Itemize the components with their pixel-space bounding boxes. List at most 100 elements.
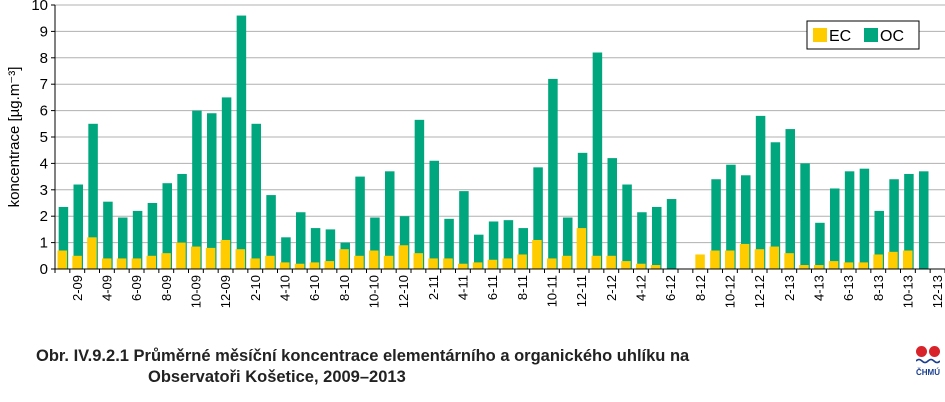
bar-oc — [815, 222, 825, 269]
bar-oc — [904, 173, 914, 269]
bar-oc — [266, 195, 276, 269]
x-axis-ticks: 2-09 4-09 6-09 8-09 10-09 12-09 2-10 4-10 6-10 8-… — [54, 269, 945, 308]
bar-oc — [103, 201, 113, 269]
y-tick-label: 1 — [40, 235, 48, 252]
bar-ec — [354, 255, 364, 269]
bar-oc — [874, 210, 884, 269]
x-tick-label: 2-10 — [248, 275, 263, 301]
bar-oc — [844, 171, 855, 269]
bar-ec — [87, 237, 97, 269]
figure-caption: Obr. IV.9.2.1 Průměrné měsíční koncentra… — [36, 346, 689, 388]
bar-ec — [487, 259, 498, 269]
bar-ec — [517, 254, 527, 269]
bar-oc — [296, 212, 306, 269]
bar-ec — [532, 239, 542, 269]
bar-oc — [919, 171, 929, 269]
bar-ec — [161, 253, 171, 269]
bar-oc — [355, 176, 365, 269]
x-tick-label: 12-10 — [396, 275, 411, 308]
x-tick-label: 4-09 — [99, 275, 114, 301]
legend-oc-swatch — [864, 28, 878, 42]
bar-oc — [73, 184, 83, 269]
bar-ec — [265, 255, 275, 269]
y-tick-label: 9 — [40, 23, 48, 40]
bar-oc — [711, 179, 721, 269]
bar-oc — [251, 123, 261, 269]
bar-oc — [503, 220, 514, 269]
y-tick-label: 10 — [31, 0, 48, 14]
bar-oc — [370, 217, 380, 269]
x-tick-label: 6-13 — [841, 275, 856, 301]
bar-ec — [280, 262, 290, 269]
y-tick-label: 5 — [40, 129, 48, 146]
bar-oc — [118, 217, 128, 269]
x-tick-label: 12-12 — [752, 275, 767, 308]
bar-ec — [695, 254, 705, 269]
x-tick-label: 4-10 — [277, 275, 292, 301]
bar-oc — [607, 158, 617, 269]
x-tick-label: 4-11 — [455, 275, 470, 300]
bar-ec — [873, 254, 883, 269]
bar-ec — [888, 251, 898, 269]
bar-ec — [725, 250, 735, 269]
bar-oc — [592, 52, 603, 269]
x-tick-label: 2-12 — [604, 275, 619, 301]
bar-ec — [324, 261, 334, 269]
bar-ec — [428, 258, 438, 269]
bar-ec — [636, 263, 646, 269]
bar-oc — [889, 179, 899, 269]
legend: EC OC — [806, 20, 920, 50]
bar-oc — [533, 167, 543, 269]
x-tick-label: 4-13 — [811, 275, 826, 301]
bar-oc — [637, 212, 647, 269]
bar-ec — [843, 262, 854, 269]
x-tick-label: 8-10 — [337, 275, 352, 301]
bar-oc — [207, 113, 217, 270]
bar-ec — [369, 250, 379, 269]
bar-ec — [784, 253, 794, 269]
bar-oc — [830, 188, 840, 269]
bar-oc — [58, 206, 69, 269]
bar-ec — [754, 249, 765, 269]
bar-ec — [339, 249, 349, 269]
chmu-logo: ČHMÚ — [913, 346, 943, 382]
bar-ec — [309, 262, 320, 269]
bar-ec — [650, 265, 661, 269]
gridlines — [55, 4, 945, 244]
bar-oc — [162, 183, 172, 269]
x-tick-label: 8-12 — [693, 275, 708, 301]
bar-ec — [176, 242, 186, 269]
x-tick-label: 8-11 — [515, 275, 530, 300]
x-tick-label: 2-13 — [782, 275, 797, 301]
y-tick-label: 6 — [40, 103, 48, 120]
bar-ec — [858, 262, 868, 269]
x-tick-label: 12-11 — [574, 275, 589, 307]
legend-ec-label: EC — [829, 28, 851, 45]
bar-ec — [621, 261, 631, 269]
logo-right-dot — [929, 346, 940, 357]
bar-ec — [294, 263, 305, 269]
x-tick-label: 6-10 — [307, 275, 322, 301]
bar-oc — [474, 234, 484, 269]
bar-oc — [399, 216, 410, 269]
x-tick-label: 6-12 — [663, 275, 678, 301]
x-tick-label: 10-09 — [188, 275, 203, 308]
bar-ec — [235, 249, 245, 269]
x-tick-label: 12-13 — [930, 275, 945, 308]
y-tick-label: 4 — [40, 155, 48, 172]
bar-ec — [413, 253, 423, 269]
bar-oc — [488, 221, 499, 269]
bar-ec — [547, 258, 557, 269]
logo-wave-icon — [916, 358, 940, 364]
bar-oc — [859, 168, 870, 269]
bar-oc — [785, 129, 795, 269]
bar-oc — [622, 184, 632, 269]
x-tick-label: 6-09 — [129, 275, 144, 301]
x-tick-label: 10-12 — [722, 275, 737, 308]
bar-oc — [518, 228, 528, 269]
bar-oc — [800, 163, 810, 269]
y-tick-label: 8 — [40, 50, 48, 67]
bar-ec — [57, 250, 67, 269]
bar-oc — [444, 218, 454, 269]
bar-oc — [666, 199, 677, 269]
